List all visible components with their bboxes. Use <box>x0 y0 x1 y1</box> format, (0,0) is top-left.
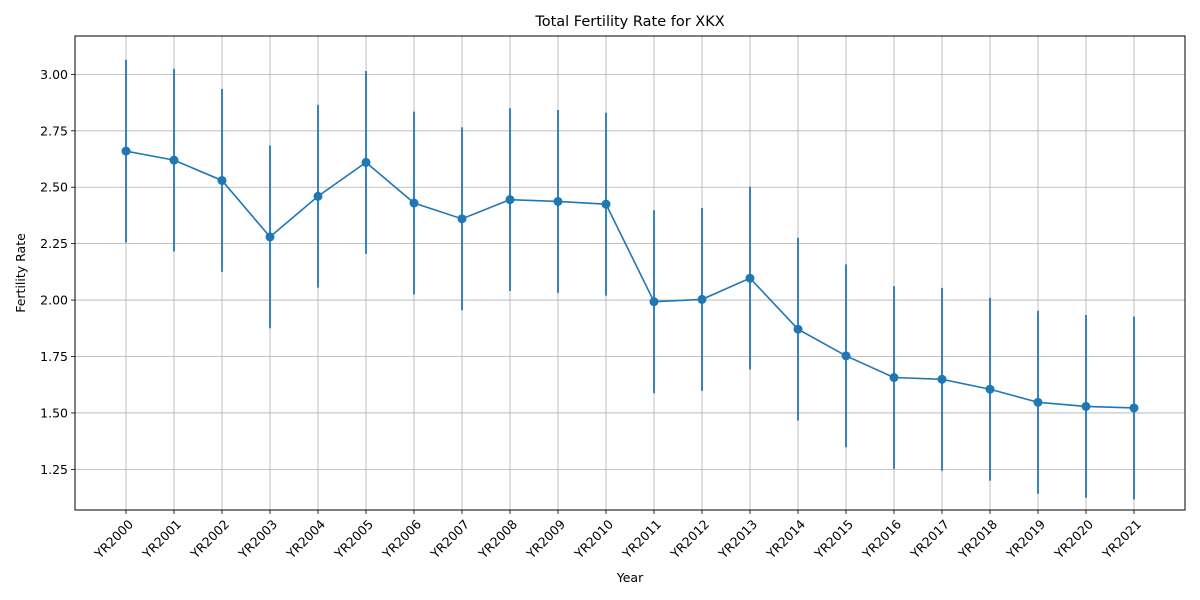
x-tick-label: YR2008 <box>475 516 520 561</box>
x-tick-label: YR2012 <box>667 517 712 562</box>
y-tick-label: 2.75 <box>40 123 68 138</box>
data-point <box>313 191 323 201</box>
error-bars <box>125 59 1135 500</box>
x-tick-label: YR2010 <box>571 516 616 561</box>
x-tick-label: YR2019 <box>1003 516 1048 561</box>
data-point <box>265 232 275 242</box>
data-point <box>505 195 515 205</box>
data-point <box>361 157 371 167</box>
y-tick-label: 2.50 <box>40 180 68 195</box>
data-point <box>1033 397 1043 407</box>
data-point <box>937 374 947 384</box>
y-tick-label: 1.50 <box>40 405 68 420</box>
x-tick-label: YR2005 <box>331 517 376 562</box>
y-axis-ticks: 1.25 1.50 1.75 2.00 2.25 2.50 2.75 3.00 <box>40 67 75 477</box>
x-tick-label: YR2003 <box>235 517 280 562</box>
data-point <box>745 273 755 283</box>
x-tick-label: YR2021 <box>1099 517 1144 562</box>
grid-lines <box>75 36 1185 510</box>
x-tick-label: YR2001 <box>139 517 184 562</box>
x-tick-label: YR2018 <box>955 516 1000 561</box>
data-point <box>985 384 995 394</box>
y-tick-label: 1.25 <box>40 462 68 477</box>
x-tick-label: YR2014 <box>763 516 808 561</box>
data-point <box>841 351 851 361</box>
data-point <box>889 373 899 383</box>
y-tick-label: 3.00 <box>40 67 68 82</box>
data-point <box>1129 403 1139 413</box>
x-tick-label: YR2002 <box>187 517 232 562</box>
data-point <box>553 196 563 206</box>
data-point <box>1081 401 1091 411</box>
x-axis-ticks: YR2000 YR2001 YR2002 YR2003 YR2004 YR2005 YR20… <box>91 510 1144 562</box>
data-point <box>121 146 131 156</box>
data-point <box>457 214 467 224</box>
y-tick-label: 2.25 <box>40 236 68 251</box>
x-axis-label: Year <box>616 570 644 585</box>
data-point <box>217 175 227 185</box>
x-tick-label: YR2009 <box>523 516 568 561</box>
data-point <box>697 294 707 304</box>
x-tick-label: YR2000 <box>91 516 136 561</box>
x-tick-label: YR2011 <box>619 517 664 562</box>
x-tick-label: YR2016 <box>859 516 904 561</box>
x-tick-label: YR2006 <box>379 516 424 561</box>
x-tick-label: YR2020 <box>1051 516 1096 561</box>
series-line-layer <box>125 150 1135 409</box>
data-points <box>121 146 1139 413</box>
chart-title: Total Fertility Rate for XKX <box>534 14 724 30</box>
x-tick-label: YR2017 <box>907 517 952 562</box>
data-point <box>649 297 659 307</box>
data-point <box>793 324 803 334</box>
x-tick-label: YR2015 <box>811 517 856 562</box>
data-point <box>169 155 179 165</box>
data-point <box>601 199 611 209</box>
data-point <box>409 198 419 208</box>
x-tick-label: YR2013 <box>715 517 760 562</box>
x-tick-label: YR2007 <box>427 517 472 562</box>
y-tick-label: 2.00 <box>40 293 68 308</box>
y-axis-label: Fertility Rate <box>13 233 28 313</box>
plot-frame <box>74 35 1186 511</box>
series-line <box>125 150 1135 409</box>
x-tick-label: YR2004 <box>283 516 328 561</box>
y-tick-label: 1.75 <box>40 349 68 364</box>
